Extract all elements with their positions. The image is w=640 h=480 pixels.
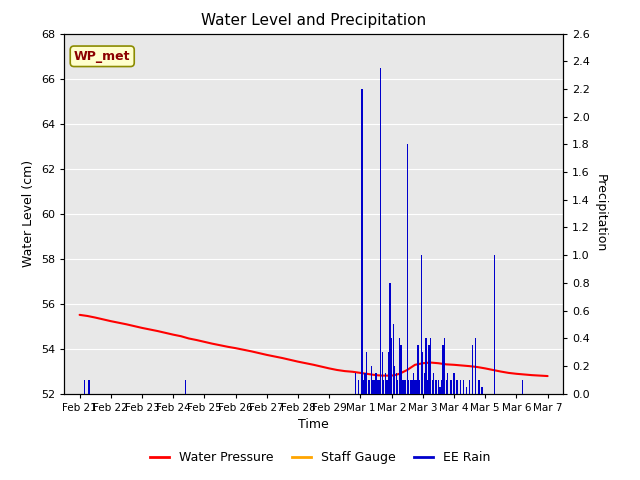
Bar — [466, 387, 467, 394]
Bar — [494, 255, 495, 394]
Bar — [424, 373, 425, 394]
Bar — [383, 380, 385, 394]
Bar — [392, 324, 394, 394]
Bar — [412, 380, 413, 394]
Legend: Water Pressure, Staff Gauge, EE Rain: Water Pressure, Staff Gauge, EE Rain — [145, 446, 495, 469]
Bar — [469, 380, 470, 394]
Bar — [185, 380, 186, 394]
Bar — [363, 380, 364, 394]
Bar — [369, 380, 371, 394]
Bar — [445, 380, 447, 394]
Y-axis label: Water Level (cm): Water Level (cm) — [22, 160, 35, 267]
Title: Water Level and Precipitation: Water Level and Precipitation — [201, 13, 426, 28]
Bar — [374, 380, 375, 394]
Bar — [408, 380, 410, 394]
Bar — [387, 380, 388, 394]
Y-axis label: Precipitation: Precipitation — [594, 174, 607, 253]
Bar — [441, 380, 442, 394]
Bar — [422, 352, 424, 394]
Bar — [416, 380, 417, 394]
Bar — [402, 380, 403, 394]
Bar — [427, 380, 428, 394]
Text: WP_met: WP_met — [74, 50, 131, 63]
Bar — [397, 380, 399, 394]
Bar — [88, 380, 90, 394]
Bar — [377, 380, 378, 394]
Bar — [385, 373, 386, 394]
Bar — [522, 380, 524, 394]
Bar — [396, 373, 397, 394]
Bar — [410, 380, 411, 394]
Bar — [439, 387, 440, 394]
Bar — [430, 338, 431, 394]
Bar — [414, 380, 415, 394]
Bar — [380, 68, 381, 394]
Bar — [481, 387, 483, 394]
Bar — [389, 283, 390, 394]
Bar — [442, 345, 444, 394]
Bar — [428, 345, 429, 394]
Bar — [399, 338, 400, 394]
Bar — [438, 380, 439, 394]
Bar — [405, 380, 406, 394]
Bar — [362, 89, 363, 394]
Bar — [366, 352, 367, 394]
Bar — [403, 380, 404, 394]
Bar — [420, 255, 422, 394]
Bar — [460, 380, 461, 394]
Bar — [378, 380, 380, 394]
Bar — [472, 345, 474, 394]
Bar — [463, 380, 464, 394]
Bar — [444, 338, 445, 394]
Bar — [394, 366, 396, 394]
Bar — [381, 352, 383, 394]
Bar — [413, 373, 414, 394]
Bar — [447, 373, 449, 394]
Bar — [419, 380, 420, 394]
Bar — [355, 373, 356, 394]
Bar — [388, 352, 389, 394]
Bar — [456, 380, 458, 394]
Bar — [417, 345, 419, 394]
Bar — [364, 373, 365, 394]
Bar — [478, 380, 479, 394]
Bar — [391, 338, 392, 394]
Bar — [431, 380, 433, 394]
Bar — [406, 144, 408, 394]
Bar — [372, 380, 374, 394]
Bar — [435, 380, 436, 394]
Bar — [436, 380, 438, 394]
Bar — [453, 373, 454, 394]
Bar — [358, 380, 360, 394]
Bar — [433, 373, 435, 394]
X-axis label: Time: Time — [298, 418, 329, 431]
Bar — [371, 366, 372, 394]
Bar — [367, 380, 369, 394]
Bar — [84, 380, 85, 394]
